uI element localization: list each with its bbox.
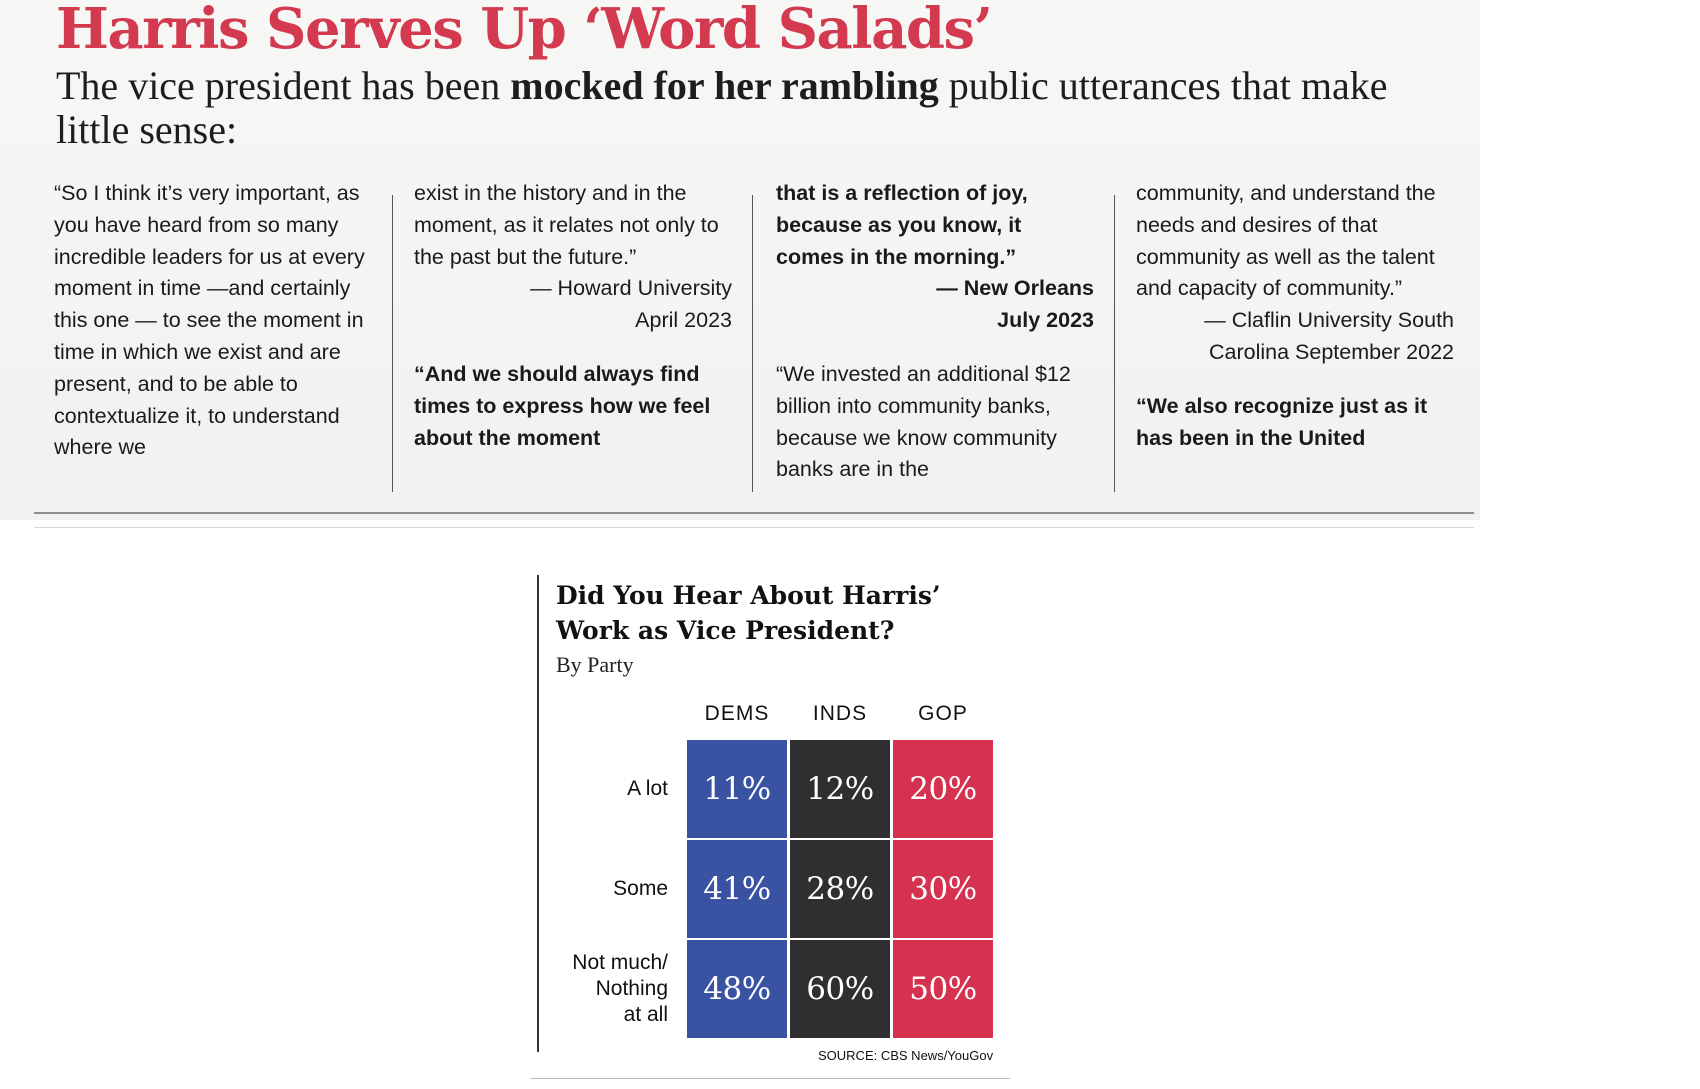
column-header-dems: DEMS	[704, 702, 770, 725]
chart-left-rule	[537, 575, 539, 1052]
cell-inds-row-3: 60%	[790, 940, 890, 1038]
chart-subtitle: By Party	[556, 652, 634, 677]
attribution-3: — Claflin University South	[1204, 308, 1454, 333]
quote-3-continued: community, and understand the needs and …	[1136, 181, 1436, 301]
column-2: exist in the history and in the moment, …	[414, 178, 732, 498]
cell-gop-row-2: 30%	[893, 840, 993, 938]
quote-2: “And we should always find times to expr…	[414, 361, 711, 450]
row-label-1: A lot	[627, 777, 668, 800]
quote-1: “So I think it’s very important, as you …	[54, 181, 365, 460]
article-bottom-rule-faint	[34, 527, 1474, 528]
deck-text-end: public utterances that make little sense…	[56, 63, 1388, 152]
cell-dems-row-1: 11%	[687, 740, 787, 838]
cell-gop-row-1: 20%	[893, 740, 993, 838]
column-divider-3	[1114, 195, 1115, 492]
cell-gop-row-3: 50%	[893, 940, 993, 1038]
deck-emphasis: mocked for her rambling	[510, 63, 939, 108]
deck-text-start: The vice president has been	[56, 63, 511, 108]
deck: The vice president has been mocked for h…	[56, 64, 1456, 152]
chart-title: Did You Hear About Harris’ Work as Vice …	[556, 581, 941, 645]
attribution-1: — Howard University	[530, 276, 732, 301]
cell-inds-row-2: 28%	[790, 840, 890, 938]
cell-dems-row-3: 48%	[687, 940, 787, 1038]
column-header-gop: GOP	[918, 702, 968, 725]
column-header-inds: INDS	[812, 702, 868, 725]
chart-source: SOURCE: CBS News/YouGov	[818, 1048, 994, 1063]
attribution-3-date: Carolina September 2022	[1208, 339, 1454, 364]
attribution-2-date: July 2023	[997, 308, 1094, 333]
column-divider-2	[752, 195, 753, 492]
cell-dems-row-2: 41%	[687, 840, 787, 938]
quote-2-continued: that is a reflection of joy, because as …	[776, 181, 1028, 269]
chart-bottom-rule	[530, 1078, 1010, 1079]
quote-4: “We also recognize just as it has been i…	[1136, 393, 1428, 450]
article-background	[0, 0, 1480, 520]
row-label-3: Not much/Nothing at all	[572, 951, 668, 1026]
quote-1-continued: exist in the history and in the moment, …	[414, 181, 719, 269]
column-3: that is a reflection of joy, because as …	[776, 178, 1094, 498]
column-divider-1	[392, 195, 393, 492]
row-label-2: Some	[613, 877, 668, 900]
cell-inds-row-1: 12%	[790, 740, 890, 838]
headline: Harris Serves Up ‘Word Salads’	[56, 0, 993, 62]
attribution-1-date: April 2023	[635, 308, 732, 333]
attribution-2: — New Orleans	[936, 276, 1094, 301]
article-bottom-rule	[34, 512, 1474, 514]
column-4: community, and understand the needs and …	[1136, 178, 1454, 498]
column-1: “So I think it’s very important, as you …	[54, 178, 372, 498]
quote-3: “We invested an additional $12 billion i…	[776, 361, 1071, 482]
